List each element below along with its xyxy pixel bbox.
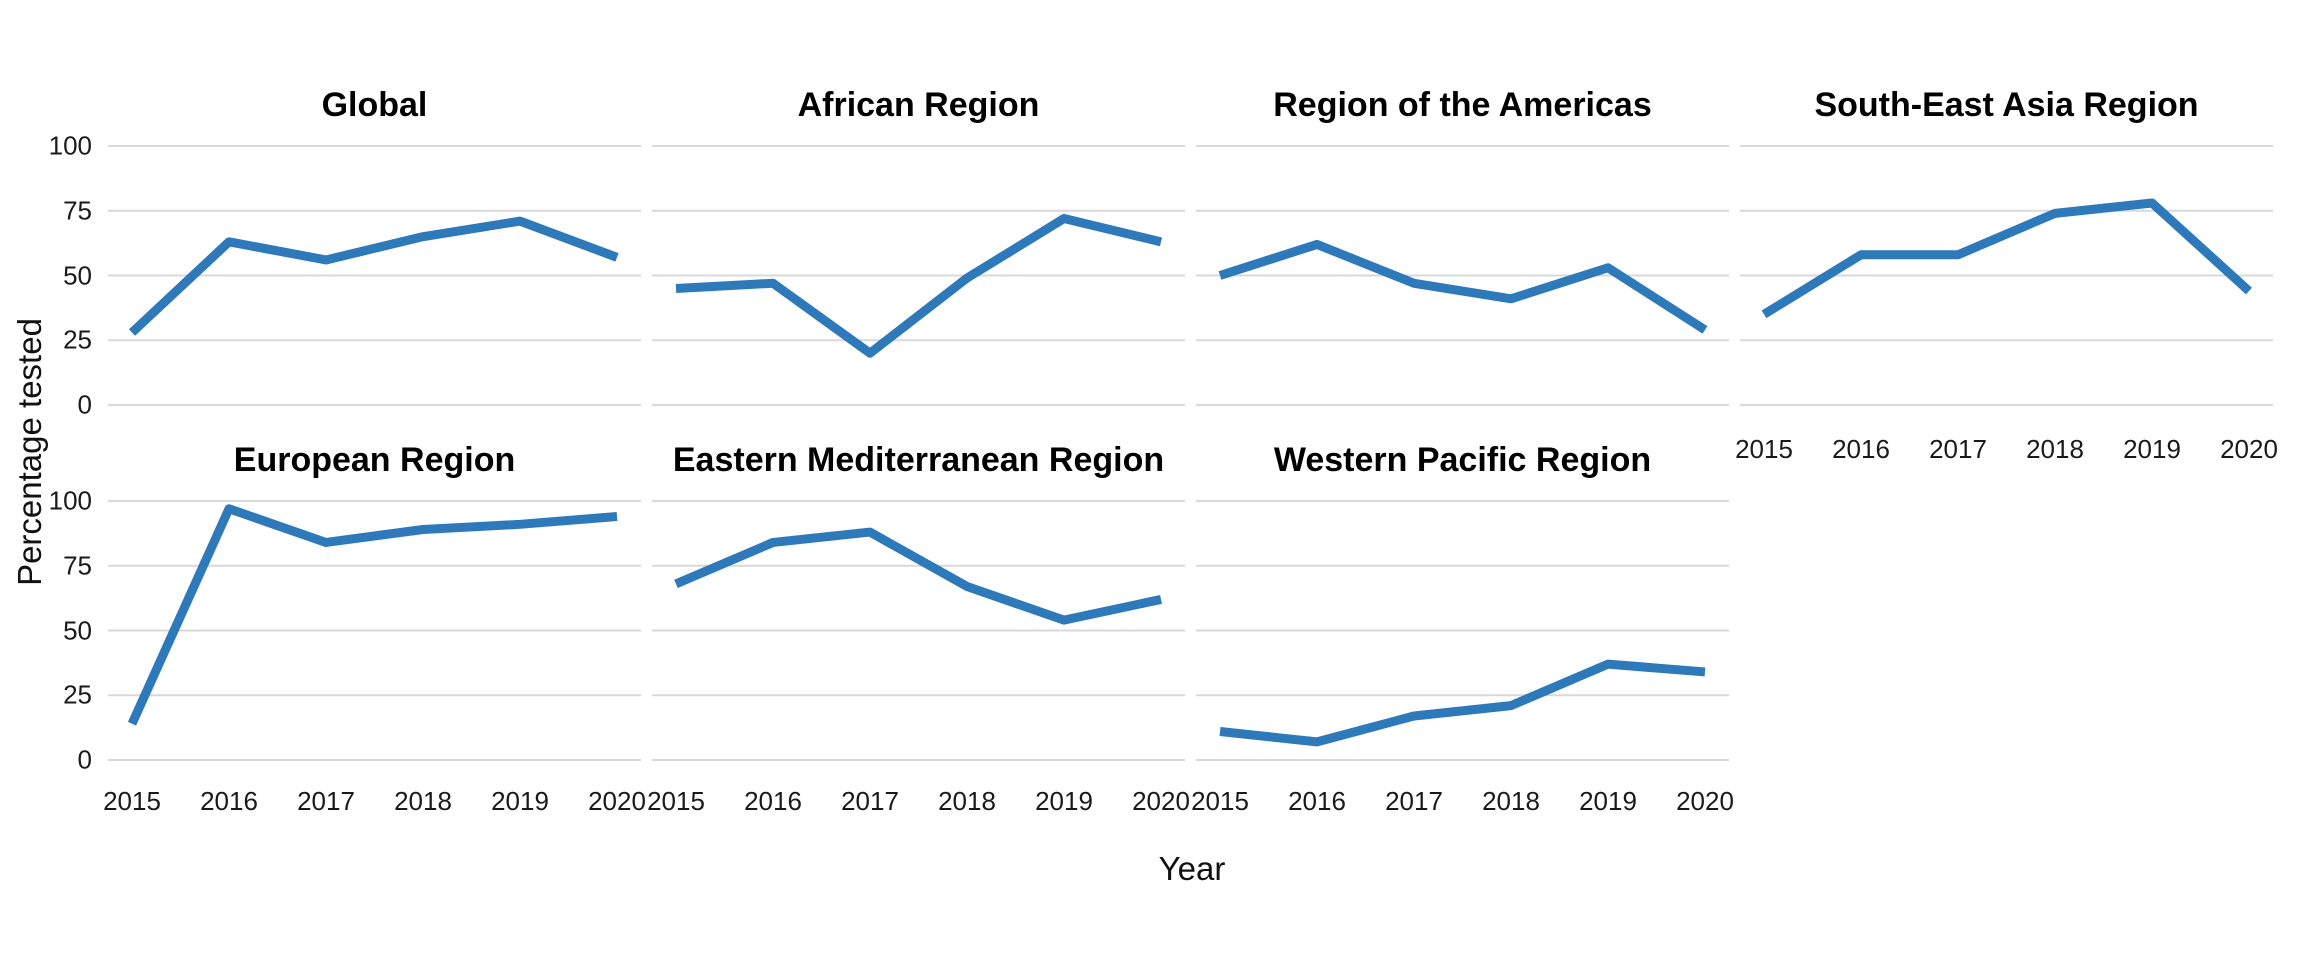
y-tick-label: 50 [63, 615, 92, 645]
y-tick-label: 100 [48, 130, 92, 161]
x-tick-label: 2019 [1035, 786, 1093, 816]
y-axis-tick-column-row-1: 100 75 50 25 0 [30, 486, 92, 775]
x-tick-label: 2018 [938, 786, 996, 816]
x-tick-label: 2020 [588, 786, 646, 816]
x-axis-tick-row-eastern-mediterranean-region: 2015 2016 2017 2018 2019 2020 [647, 786, 1190, 816]
facet-title-global: Global [321, 86, 428, 124]
y-tick-label: 75 [63, 195, 92, 226]
x-tick-label: 2019 [2123, 434, 2181, 464]
x-tick-label: 2017 [1929, 434, 1987, 464]
series-line-european-region [127, 504, 618, 726]
facet-title-eastern-mediterranean-region: Eastern Mediterranean Region [672, 441, 1165, 479]
x-tick-label: 2020 [1132, 786, 1190, 816]
facet-title-western-pacific-region: Western Pacific Region [1273, 441, 1652, 479]
facet-panel-global [108, 131, 641, 420]
facet-panel-european-region [108, 486, 641, 775]
series-line-south-east-asia-region [1761, 198, 2253, 319]
x-tick-label: 2015 [1735, 434, 1793, 464]
x-tick-label: 2019 [491, 786, 549, 816]
x-axis-tick-row-western-pacific-region: 2015 2016 2017 2018 2019 2020 [1191, 786, 1734, 816]
series-line-western-pacific-region [1219, 659, 1706, 747]
y-tick-label: 75 [63, 550, 92, 581]
x-axis-tick-row-south-east-asia-region: 2015 2016 2017 2018 2019 2020 [1735, 434, 2278, 464]
facet-panel-african-region [652, 131, 1185, 420]
x-tick-label: 2016 [744, 786, 802, 816]
series-line-eastern-mediterranean-region [674, 527, 1162, 625]
x-axis-tick-row-european-region: 2015 2016 2017 2018 2019 2020 [103, 786, 646, 816]
facet-panel-region-of-the-americas [1196, 131, 1729, 420]
series-line-region-of-the-americas [1218, 239, 1708, 334]
facet-panel-western-pacific-region [1196, 486, 1729, 775]
facet-title-south-east-asia-region: South-East Asia Region [1814, 86, 2199, 124]
x-tick-label: 2017 [841, 786, 899, 816]
y-tick-label: 0 [77, 389, 92, 420]
y-tick-label: 100 [48, 485, 92, 516]
y-tick-label: 25 [63, 324, 92, 355]
series-line-african-region [675, 214, 1163, 358]
facet-title-region-of-the-americas: Region of the Americas [1273, 86, 1652, 124]
x-tick-label: 2018 [1482, 786, 1540, 816]
y-axis-tick-column-row-0: 100 75 50 25 0 [30, 131, 92, 420]
x-axis-title: Year [1158, 850, 1226, 887]
facet-panel-south-east-asia-region [1740, 131, 2273, 420]
x-tick-label: 2017 [297, 786, 355, 816]
x-tick-label: 2020 [1676, 786, 1734, 816]
x-tick-label: 2015 [647, 786, 705, 816]
y-tick-label: 25 [63, 679, 92, 710]
x-tick-label: 2016 [200, 786, 258, 816]
x-tick-label: 2017 [1385, 786, 1443, 816]
facet-title-african-region: African Region [797, 86, 1040, 124]
y-tick-label: 50 [63, 260, 92, 290]
x-tick-label: 2018 [394, 786, 452, 816]
series-line-global [128, 216, 619, 336]
x-tick-label: 2020 [2220, 434, 2278, 464]
facet-panel-eastern-mediterranean-region [652, 486, 1185, 775]
x-tick-label: 2015 [1191, 786, 1249, 816]
facet-title-european-region: European Region [233, 441, 516, 479]
y-tick-label: 0 [77, 744, 92, 775]
x-tick-label: 2019 [1579, 786, 1637, 816]
x-tick-label: 2016 [1832, 434, 1890, 464]
x-tick-label: 2018 [2026, 434, 2084, 464]
x-tick-label: 2016 [1288, 786, 1346, 816]
x-tick-label: 2015 [103, 786, 161, 816]
